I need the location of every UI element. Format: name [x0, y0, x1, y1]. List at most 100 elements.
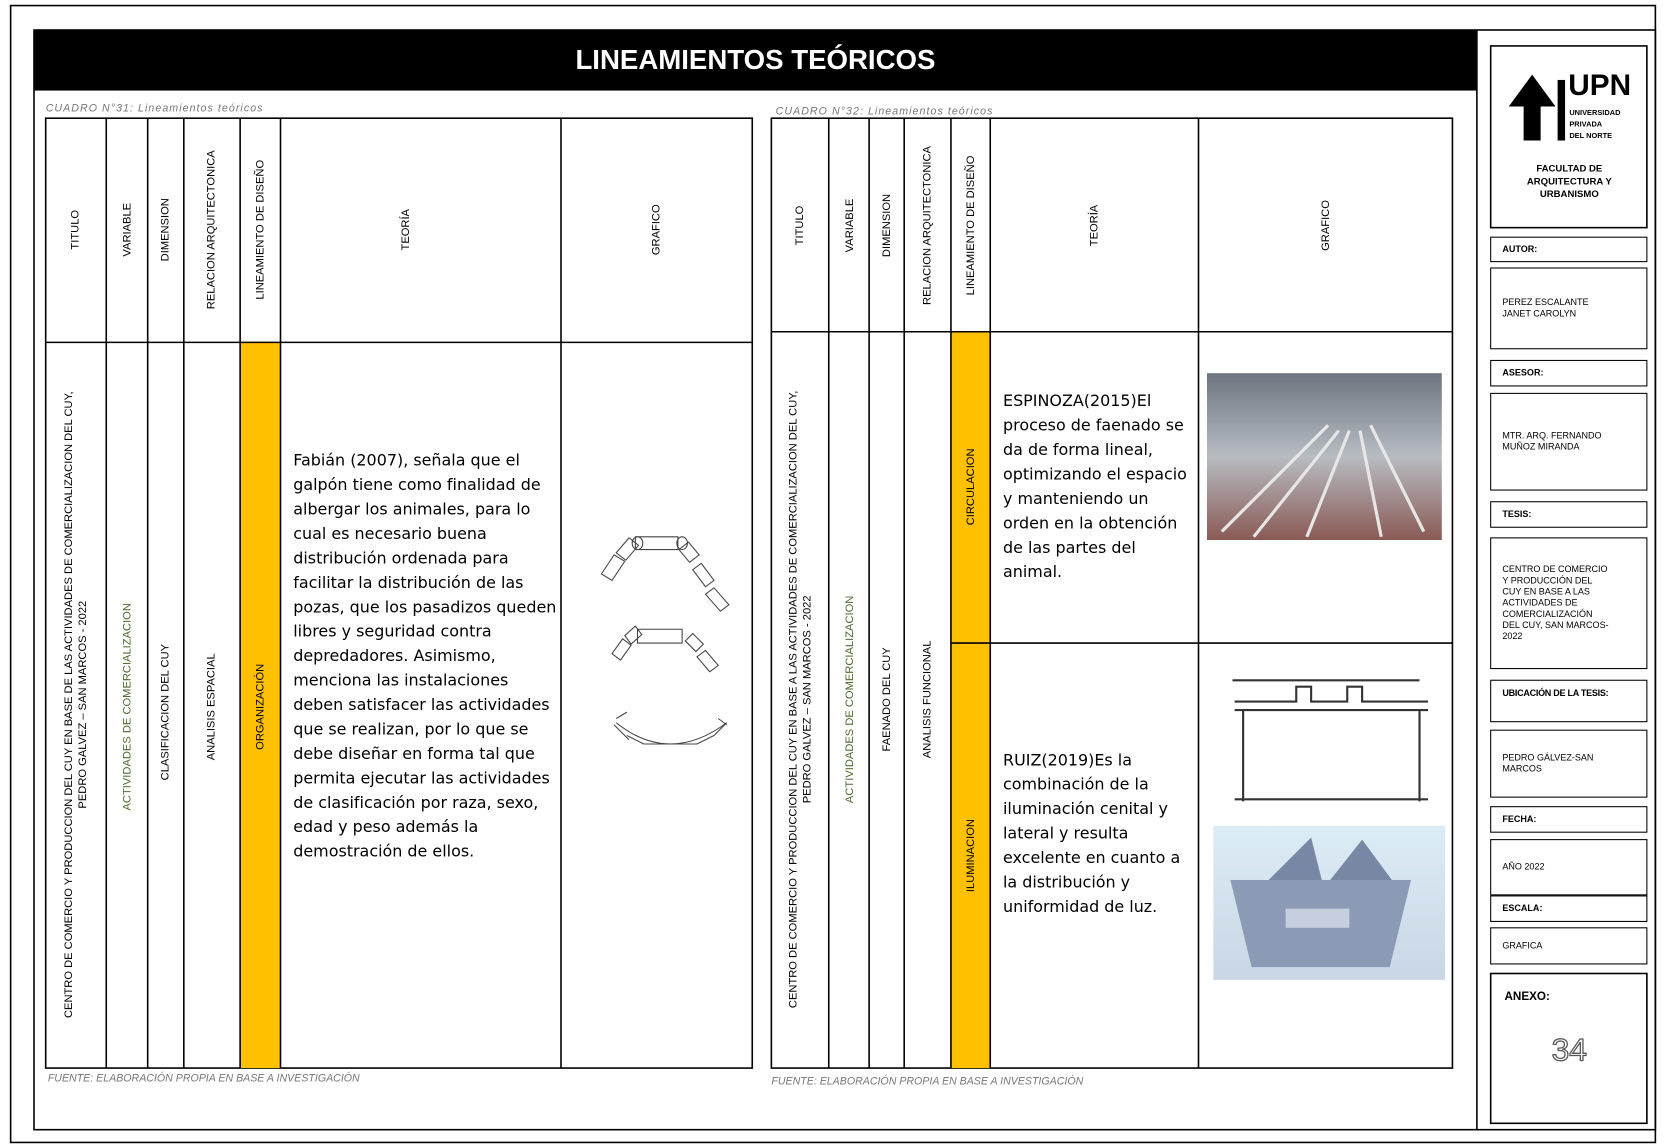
column-header: DIMENSION: [160, 198, 172, 261]
label-box: [1490, 895, 1648, 922]
graphic: [600, 536, 730, 745]
label-box: [1490, 679, 1648, 723]
photo-detail: [1220, 424, 1426, 538]
sidebar: UPN UNIVERSIDAD PRIVADA DEL NORTE FACULT…: [1489, 45, 1648, 1125]
field-label: ESCALA:: [1502, 903, 1542, 913]
column-header: RELACION ARQUITECTONICA: [205, 150, 217, 309]
value-box: [1490, 267, 1648, 350]
title-cell: PEDRO GALVEZ – SAN MARCOS - 2022: [801, 595, 813, 803]
table: TITULO VARIABLE DIMENSION RELACION ARQUI…: [770, 117, 1454, 1069]
logo-mark: [1508, 74, 1556, 141]
logo-subtext: DEL NORTE: [1569, 131, 1612, 140]
theory-cell: ESPINOZA(2015)El proceso de faenado se d…: [1003, 391, 1187, 581]
column-header: GRAFICO: [1320, 200, 1332, 251]
logo-subtext: UNIVERSIDAD: [1569, 108, 1621, 117]
annex-number: 34: [1552, 1032, 1587, 1068]
faculty: ARQUITECTURA Y: [1527, 176, 1612, 187]
header-title: LINEAMIENTOS TEÓRICOS: [575, 44, 935, 75]
title-cell: CENTRO DE COMERCIO Y PRODUCCION DEL CUY …: [63, 391, 75, 1018]
relation-cell: ANALISIS FUNCIONAL: [922, 641, 934, 759]
column-header: RELACION ARQUITECTONICA: [922, 145, 934, 304]
guideline-cell: ORGANIZACIÓN: [253, 664, 266, 750]
guideline-cell: CIRCULACION: [965, 448, 977, 525]
section-drawing: [1232, 679, 1428, 802]
column-header: VARIABLE: [844, 199, 856, 253]
dimension-cell: FAENADO DEL CUY: [881, 647, 893, 752]
variable-cell: ACTIVIDADES DE COMERCIALIZACION: [844, 596, 856, 803]
graphic: [1207, 373, 1445, 980]
field-value: MARCOS: [1502, 764, 1542, 774]
faculty: URBANISMO: [1540, 189, 1599, 200]
column-header: TEORÍA: [399, 208, 412, 250]
caption: CUADRO N°32: Lineamientos teóricos: [776, 106, 994, 118]
label-box: [1490, 359, 1648, 387]
field-label: ASESOR:: [1502, 368, 1543, 378]
field-value: Y PRODUCCIÓN DEL: [1502, 575, 1592, 585]
label-box: [1490, 236, 1648, 263]
guideline-cell: ILUMINACION: [965, 819, 977, 892]
field-label: FECHA:: [1502, 814, 1536, 824]
source-note: FUENTE: ELABORACIÓN PROPIA EN BASE A INV…: [48, 1072, 360, 1085]
relation-cell: ANALISIS ESPACIAL: [205, 653, 217, 760]
photo: [1207, 373, 1442, 540]
variable-cell: ACTIVIDADES DE COMERCIALIZACION: [121, 603, 133, 810]
column-header: LINEAMIENTO DE DISEÑO: [964, 155, 977, 295]
annex-box: [1489, 972, 1648, 1125]
highlight-cell: [240, 342, 281, 1069]
field-value: CUY EN BASE A LAS: [1502, 586, 1590, 596]
column-header: GRAFICO: [651, 204, 663, 255]
column-header: DIMENSION: [881, 194, 893, 257]
dimension-cell: CLASIFICACION DEL CUY: [160, 643, 172, 780]
annex-label: ANEXO:: [1505, 990, 1550, 1003]
logo-mark: [1557, 79, 1566, 141]
header-bar: [34, 30, 1477, 91]
grid: [45, 118, 753, 1069]
field-value: 2022: [1502, 631, 1522, 641]
logo-text: UPN: [1568, 69, 1631, 102]
value-box: [1490, 392, 1648, 491]
field-label: UBICACIÓN DE LA TESIS:: [1502, 687, 1608, 698]
diagram-shape: [1285, 908, 1350, 928]
theory-text: RUIZ(2019)Es la combinación de la ilumin…: [1003, 750, 1181, 917]
value-box: [1490, 729, 1648, 798]
value-box: [1490, 927, 1648, 965]
column-header: TEORÍA: [1087, 204, 1100, 246]
source-note: FUENTE: ELABORACIÓN PROPIA EN BASE A INV…: [771, 1075, 1083, 1088]
field-value: MTR. ARQ. FERNANDO: [1502, 431, 1601, 441]
field-value: PEREZ ESCALANTE: [1502, 297, 1588, 307]
label-box: [1490, 806, 1648, 833]
theory-cell: RUIZ(2019)Es la combinación de la ilumin…: [1003, 750, 1181, 917]
logo-subtext: PRIVADA: [1569, 120, 1602, 129]
grid: [771, 118, 1453, 1069]
field-label-text: UBICACIÓN DE LA TESIS:: [1502, 687, 1608, 698]
column-header: TITULO: [794, 205, 806, 245]
highlight-cell: [950, 331, 991, 1069]
field-value: AÑO 2022: [1502, 862, 1544, 872]
title-cell: PEDRO GALVEZ – SAN MARCOS - 2022: [77, 601, 89, 809]
field-value: DEL CUY, SAN MARCOS-: [1502, 620, 1608, 630]
field-value: MUÑOZ MIRANDA: [1502, 442, 1579, 452]
faculty: FACULTAD DE: [1536, 164, 1602, 175]
column-header: LINEAMIENTO DE DISEÑO: [253, 160, 266, 300]
table-border: [44, 117, 754, 1069]
logo-box: [1489, 45, 1648, 229]
label-box: [1490, 501, 1648, 528]
table-border: [770, 117, 1454, 1069]
diagram-shape: [1268, 837, 1392, 880]
title-cell: CENTRO DE COMERCIO Y PRODUCCION DEL CUY …: [788, 391, 800, 1008]
field-value: COMERCIALIZACIÓN: [1502, 609, 1592, 619]
column-header: VARIABLE: [121, 203, 133, 257]
theory-cell: Fabián (2007), señala que el galpón tien…: [293, 451, 556, 861]
field-value: ACTIVIDADES DE: [1502, 598, 1577, 608]
value-box: [1490, 537, 1648, 670]
table: TITULO VARIABLE DIMENSION RELACION ARQUI…: [44, 117, 754, 1069]
field-label: AUTOR:: [1502, 244, 1537, 254]
caption: CUADRO N°31: Lineamientos teóricos: [46, 102, 264, 114]
field-value: GRAFICA: [1502, 940, 1542, 950]
value-box: [1490, 839, 1648, 896]
field-label: TESIS:: [1502, 509, 1531, 519]
